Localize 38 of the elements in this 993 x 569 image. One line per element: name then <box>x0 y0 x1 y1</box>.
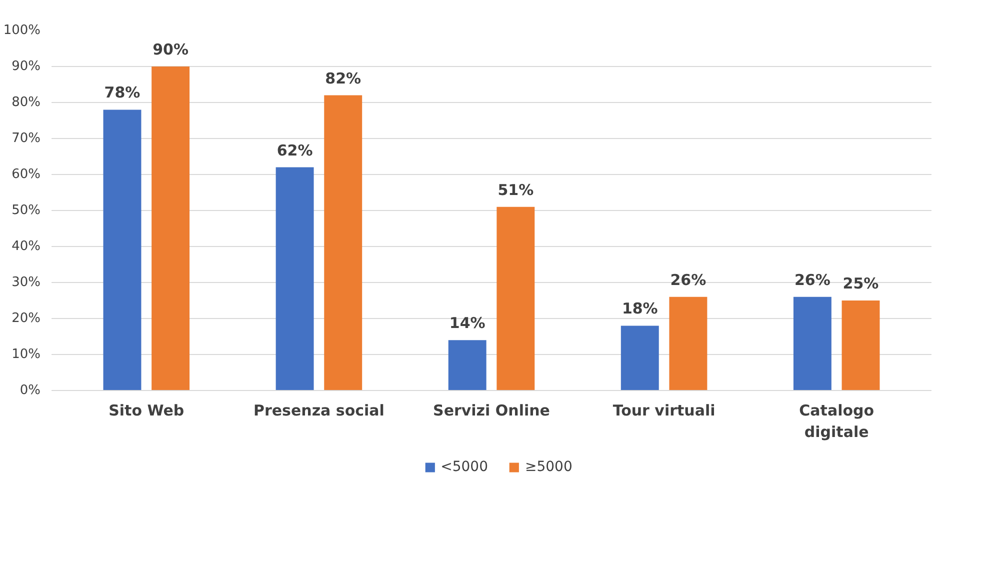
bar <box>276 167 314 390</box>
bar <box>324 95 362 390</box>
bar <box>842 300 880 390</box>
data-label: 78% <box>104 84 140 102</box>
bar <box>448 340 486 390</box>
data-label: 90% <box>152 40 189 58</box>
x-tick-label: Servizi Online <box>433 402 550 420</box>
data-label: 51% <box>498 180 534 199</box>
bar <box>152 66 190 390</box>
data-label: 26% <box>794 270 830 289</box>
x-tick-label: Tour virtuali <box>612 402 716 420</box>
y-tick-label: 60% <box>12 167 41 182</box>
bar <box>103 110 142 390</box>
x-tick-label: Sito Web <box>108 402 184 420</box>
bar <box>793 296 832 390</box>
y-tick-label: 10% <box>12 347 41 362</box>
data-label: 82% <box>325 69 362 88</box>
y-tick-label: 100% <box>3 23 41 38</box>
data-label: 62% <box>276 141 313 160</box>
data-label: 25% <box>842 274 879 292</box>
data-label: 26% <box>670 270 706 289</box>
y-tick-label: 20% <box>12 311 41 326</box>
legend-label: <5000 <box>440 458 488 474</box>
legend-label: ≥5000 <box>525 458 572 474</box>
bar <box>669 296 708 390</box>
x-tick-label: Presenza social <box>253 402 384 420</box>
y-tick-label: 80% <box>12 95 41 110</box>
y-tick-label: 0% <box>20 383 40 398</box>
y-tick-label: 70% <box>12 131 41 146</box>
data-label: 14% <box>449 314 486 332</box>
y-tick-label: 30% <box>12 275 41 290</box>
y-tick-label: 90% <box>12 59 41 74</box>
x-tick-label: Catalogo digitale <box>799 402 874 442</box>
y-tick-label: 40% <box>12 239 41 254</box>
bar <box>620 326 659 390</box>
y-tick-label: 50% <box>12 203 41 218</box>
bar <box>496 206 535 390</box>
data-label: 18% <box>622 300 658 318</box>
